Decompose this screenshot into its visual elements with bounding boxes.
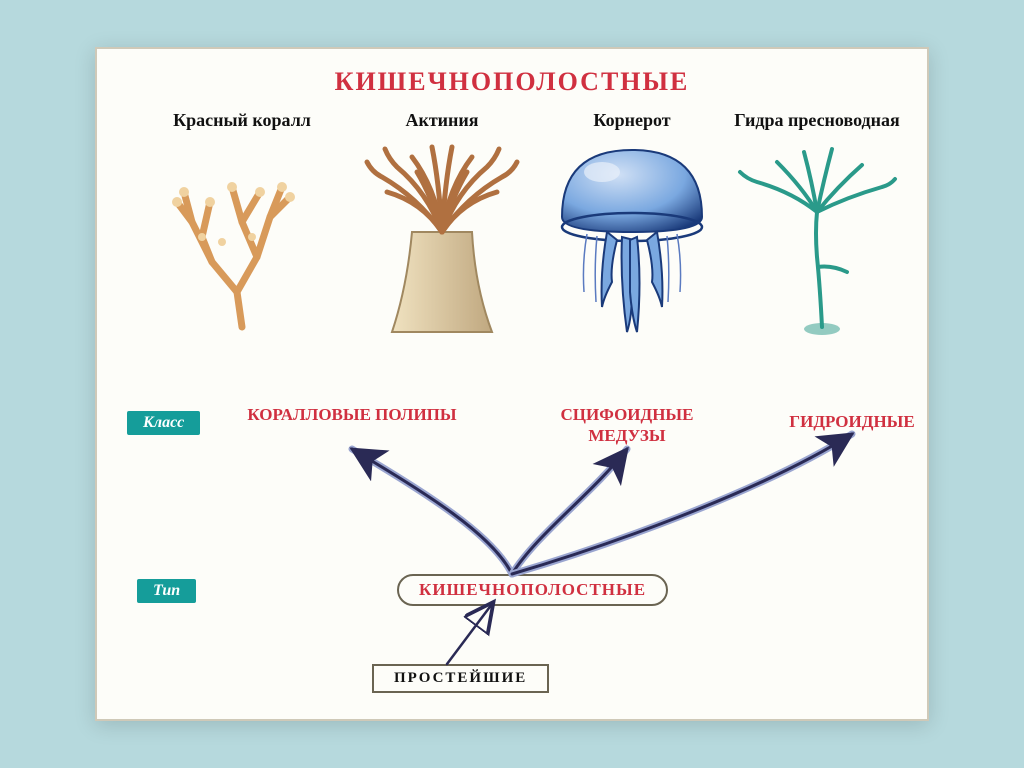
diagram-card: КИШЕЧНОПОЛОСТНЫЕ Красный коралл (95, 47, 929, 721)
arrows-layer (97, 49, 927, 719)
